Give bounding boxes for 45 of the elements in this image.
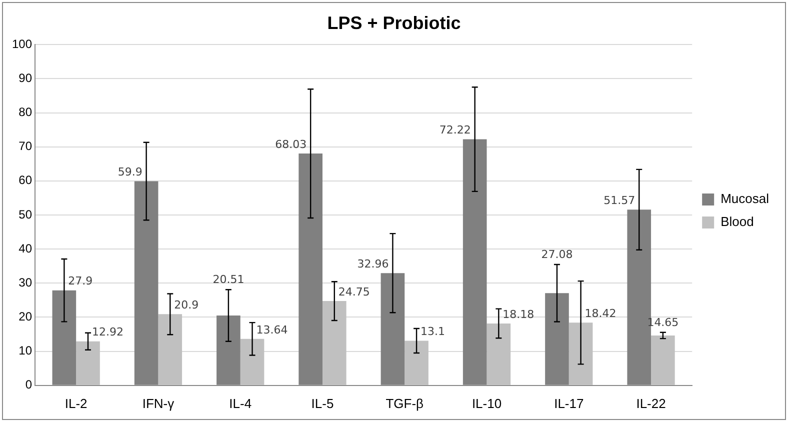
bar [486, 323, 511, 385]
y-tick-label: 80 [18, 105, 32, 120]
data-label: 18.42 [584, 306, 616, 320]
data-label: 51.57 [604, 194, 636, 208]
y-tick-label: 100 [12, 36, 32, 51]
data-label: 72.22 [439, 124, 471, 137]
bar [76, 341, 100, 385]
x-tick-label: IL-22 [636, 396, 666, 411]
data-label: 24.75 [338, 285, 370, 298]
data-label: 13.1 [420, 325, 446, 338]
data-label: 20.51 [212, 272, 244, 286]
y-tick-label: 70 [18, 139, 32, 154]
bar [158, 314, 182, 385]
legend-label: Mucosal [720, 191, 770, 206]
bar [240, 338, 264, 385]
bar [568, 322, 593, 385]
y-tick-label: 50 [18, 207, 32, 222]
y-tick-label: 10 [18, 344, 32, 358]
data-label: 18.18 [502, 308, 534, 321]
y-tick-label: 0 [25, 378, 32, 392]
x-tick-label: IL-2 [64, 396, 88, 411]
bar [322, 301, 346, 385]
data-label: 20.9 [174, 298, 199, 312]
chart-title: LPS + Probiotic [327, 12, 461, 33]
x-tick-label: IL-5 [311, 396, 334, 411]
legend-label: Blood [720, 214, 754, 230]
x-tick-label: IL-4 [229, 396, 252, 411]
data-label: 13.64 [256, 323, 288, 336]
y-tick-label: 20 [18, 310, 32, 324]
data-label: 59.9 [118, 166, 142, 179]
data-label: 12.92 [92, 326, 124, 339]
data-label: 27.9 [68, 274, 93, 288]
x-tick-label: TGF-β [386, 396, 424, 411]
x-tick-label: IFN-γ [142, 396, 175, 411]
y-tick-label: 60 [18, 173, 32, 188]
data-label: 27.08 [541, 248, 573, 261]
x-tick-label: IL-17 [554, 396, 584, 411]
data-label: 32.96 [357, 257, 389, 270]
y-tick-label: 40 [18, 241, 32, 256]
x-tick-label: IL-10 [472, 396, 502, 411]
y-tick-label: 90 [18, 70, 32, 85]
data-label: 68.03 [275, 138, 307, 151]
bar [404, 340, 428, 385]
bar [651, 335, 675, 385]
y-tick-label: 30 [18, 275, 32, 290]
